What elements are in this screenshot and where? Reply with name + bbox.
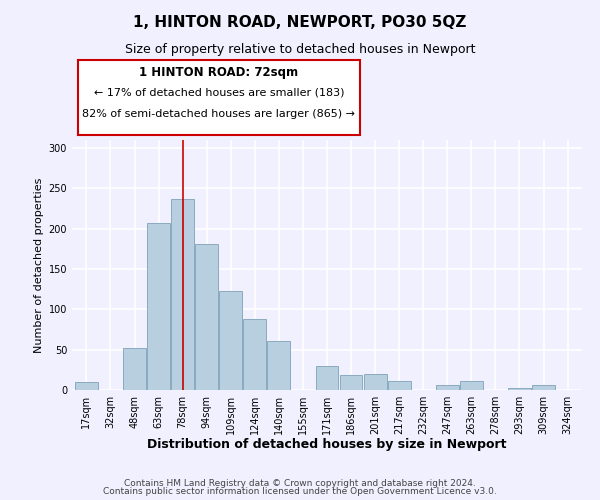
Bar — [244, 319, 266, 390]
Text: 1 HINTON ROAD: 72sqm: 1 HINTON ROAD: 72sqm — [139, 66, 299, 79]
Bar — [364, 374, 386, 390]
Bar — [532, 385, 555, 390]
Bar — [268, 341, 290, 390]
Y-axis label: Number of detached properties: Number of detached properties — [34, 178, 44, 352]
Bar — [508, 388, 531, 390]
Bar — [460, 381, 483, 390]
Bar — [436, 385, 459, 390]
Bar — [171, 199, 194, 390]
Bar — [220, 291, 242, 390]
Text: Size of property relative to detached houses in Newport: Size of property relative to detached ho… — [125, 42, 475, 56]
Bar — [316, 366, 338, 390]
Bar — [75, 382, 98, 390]
Bar — [195, 244, 218, 390]
Text: Contains HM Land Registry data © Crown copyright and database right 2024.: Contains HM Land Registry data © Crown c… — [124, 478, 476, 488]
Bar — [388, 381, 410, 390]
X-axis label: Distribution of detached houses by size in Newport: Distribution of detached houses by size … — [147, 438, 507, 452]
Text: 1, HINTON ROAD, NEWPORT, PO30 5QZ: 1, HINTON ROAD, NEWPORT, PO30 5QZ — [133, 15, 467, 30]
Text: 82% of semi-detached houses are larger (865) →: 82% of semi-detached houses are larger (… — [83, 109, 355, 119]
Bar — [123, 348, 146, 390]
Bar — [147, 223, 170, 390]
Bar — [340, 374, 362, 390]
Text: ← 17% of detached houses are smaller (183): ← 17% of detached houses are smaller (18… — [94, 88, 344, 98]
Text: Contains public sector information licensed under the Open Government Licence v3: Contains public sector information licen… — [103, 487, 497, 496]
